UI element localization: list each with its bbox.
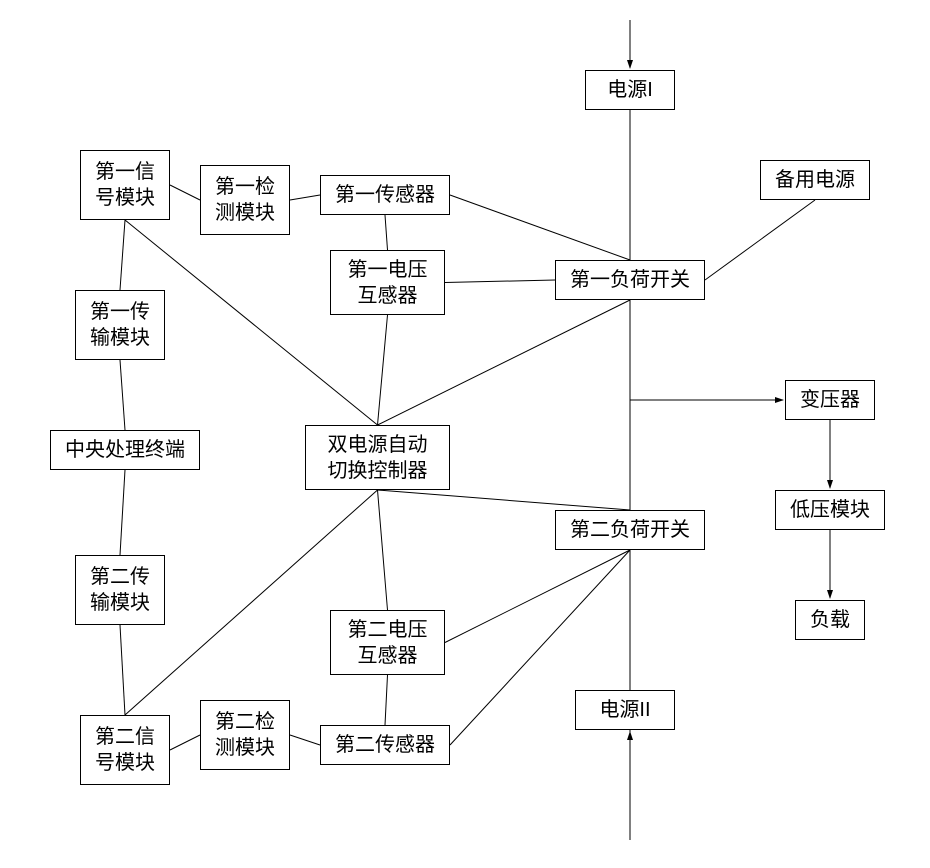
node-central: 中央处理终端 xyxy=(50,430,200,470)
node-detect1: 第一检 测模块 xyxy=(200,165,290,235)
node-sensor2: 第二传感器 xyxy=(320,725,450,765)
node-signal1: 第一信 号模块 xyxy=(80,150,170,220)
node-controller: 双电源自动 切换控制器 xyxy=(305,425,450,490)
node-lowvolt: 低压模块 xyxy=(775,490,885,530)
node-backup: 备用电源 xyxy=(760,160,870,200)
node-detect2: 第二检 测模块 xyxy=(200,700,290,770)
diagram-canvas: 电源I 备用电源 第一信 号模块第一检 测模块第一传感器第一电压 互感器 第一负荷开关… xyxy=(0,0,930,868)
node-trans1: 第一传 输模块 xyxy=(75,290,165,360)
node-transformer: 变压器 xyxy=(785,380,875,420)
node-volt1: 第一电压 互感器 xyxy=(330,250,445,315)
node-power1: 电源I xyxy=(585,70,675,110)
node-load1: 第一负荷开关 xyxy=(555,260,705,300)
node-sensor1: 第一传感器 xyxy=(320,175,450,215)
node-signal2: 第二信 号模块 xyxy=(80,715,170,785)
node-trans2: 第二传 输模块 xyxy=(75,555,165,625)
node-power2: 电源II xyxy=(575,690,675,730)
node-load2: 第二负荷开关 xyxy=(555,510,705,550)
node-load: 负载 xyxy=(795,600,865,640)
node-volt2: 第二电压 互感器 xyxy=(330,610,445,675)
